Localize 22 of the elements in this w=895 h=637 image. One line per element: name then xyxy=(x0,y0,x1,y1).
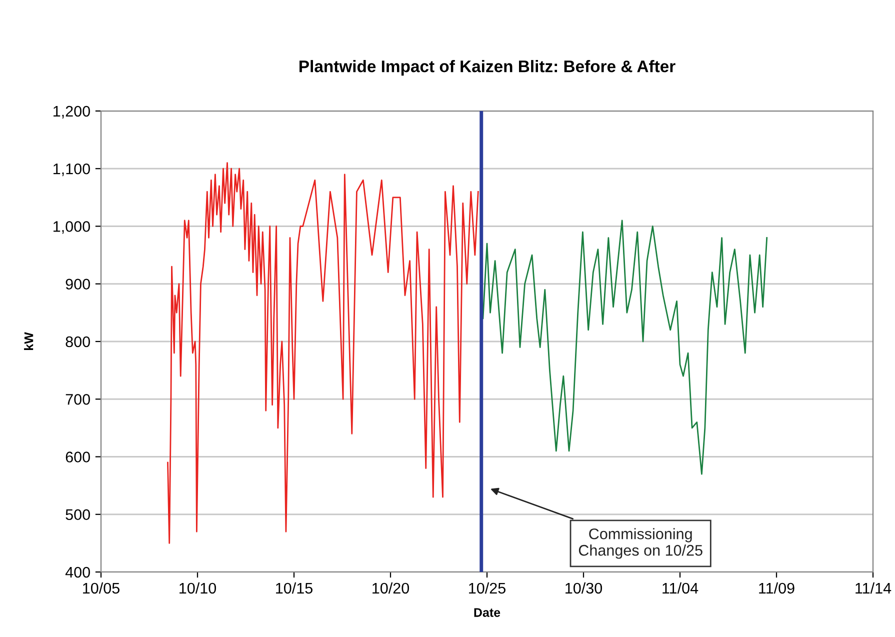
y-tick-label: 900 xyxy=(66,278,90,290)
y-tick-label: 800 xyxy=(66,336,90,348)
y-tick-label: 1,200 xyxy=(54,106,90,118)
y-tick-label: 1,100 xyxy=(54,163,90,176)
chart-title: Plantwide Impact of Kaizen Blitz: Before & After xyxy=(300,60,676,76)
y-axis-title: kW xyxy=(24,332,34,350)
y-tick-label: 700 xyxy=(66,394,90,405)
x-tick-label: 11/04 xyxy=(662,582,698,594)
y-tick-label: 500 xyxy=(66,509,90,520)
x-tick-label: 10/05 xyxy=(83,582,120,594)
annotation: Commissioning Changes on 10/25 xyxy=(578,528,702,559)
x-tick-label: 10/10 xyxy=(180,582,216,594)
x-tick-label: 11/09 xyxy=(759,582,794,594)
x-tick-label: 10/20 xyxy=(372,582,410,594)
x-axis-title: Date xyxy=(474,608,500,617)
y-tick-label: 1,000 xyxy=(54,221,90,234)
x-tick-label: 10/25 xyxy=(469,582,506,594)
x-tick-label: 10/30 xyxy=(566,582,602,594)
y-tick-label: 400 xyxy=(65,566,90,578)
x-tick-label: 11/14 xyxy=(856,582,892,594)
y-tick-label: 600 xyxy=(66,452,90,462)
x-tick-label: 10/15 xyxy=(276,582,312,594)
